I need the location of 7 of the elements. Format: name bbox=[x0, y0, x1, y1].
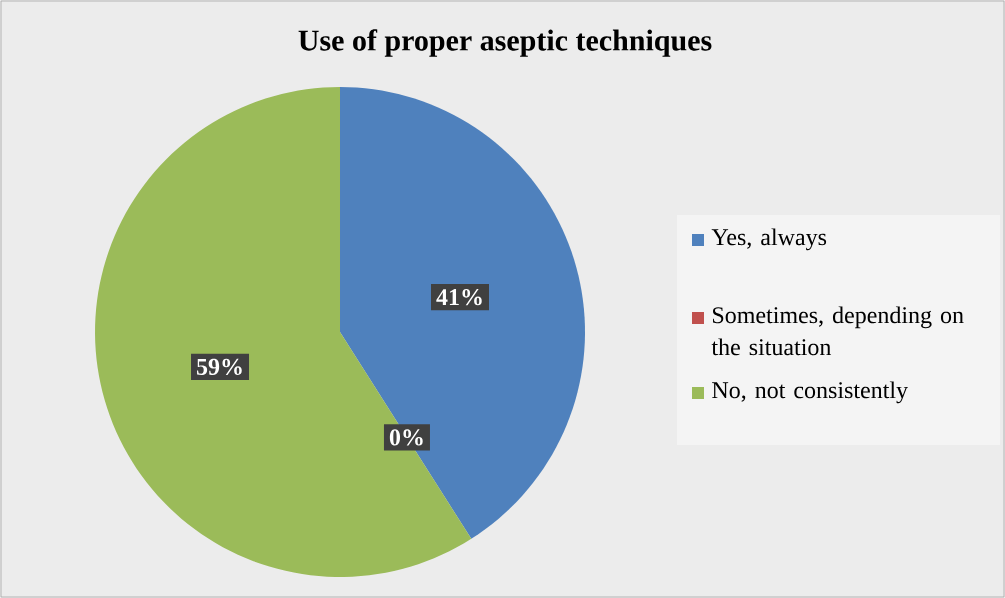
text: 0% bbox=[389, 429, 423, 446]
legend-label: Sometimes, depending on the situation bbox=[711, 306, 964, 356]
legend-label: Yes, always bbox=[711, 228, 827, 251]
legend-label: No, not consistently bbox=[712, 381, 908, 404]
data-label: 59% bbox=[196, 358, 242, 375]
data-label: 41% bbox=[436, 288, 482, 306]
chart-title: Use of proper aseptic techniques bbox=[298, 29, 712, 57]
